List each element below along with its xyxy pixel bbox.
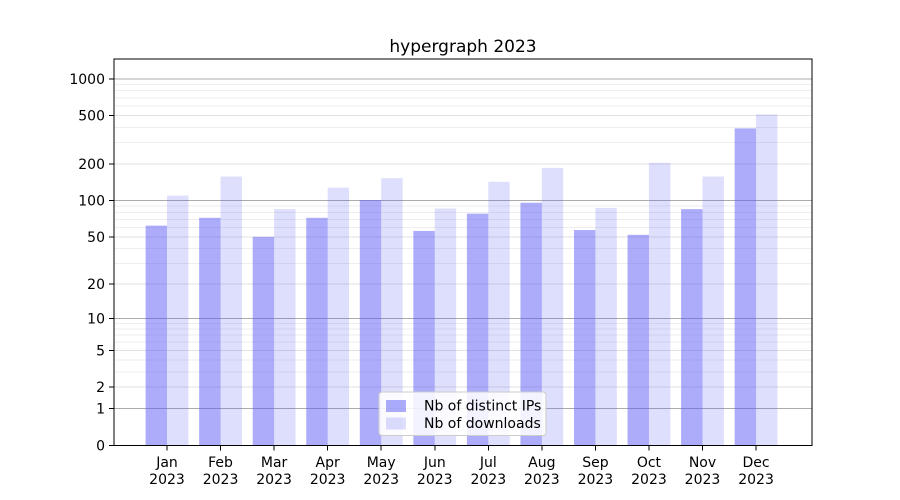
y-tick-label: 1 <box>96 402 105 418</box>
bar-mar-downloads <box>274 209 296 446</box>
bar-jan-distinct-ips <box>145 225 167 446</box>
y-tick-label: 2 <box>96 380 105 396</box>
bar-jun-downloads <box>434 208 457 446</box>
bar-sep-distinct-ips <box>574 230 596 446</box>
x-tick-label-month: Feb <box>208 455 233 471</box>
x-tick-label-month: Jan <box>155 455 178 471</box>
x-tick-label-month: Mar <box>261 455 288 471</box>
bar-mar-distinct-ips <box>252 236 275 446</box>
x-tick-label-month: Apr <box>316 455 340 471</box>
bar-nov-distinct-ips <box>681 209 703 446</box>
x-tick-label-year: 2023 <box>256 472 292 488</box>
plot-area: 01251020501002005001000Jan2023Feb2023Mar… <box>69 58 813 488</box>
y-tick-label: 50 <box>87 230 105 246</box>
x-tick-label-month: May <box>367 455 396 471</box>
y-tick-label: 1000 <box>69 72 105 88</box>
y-tick-label: 100 <box>78 194 105 210</box>
bar-aug-distinct-ips <box>520 202 542 446</box>
x-tick-label-year: 2023 <box>578 472 614 488</box>
x-tick-label-month: Oct <box>637 455 662 471</box>
legend: Nb of distinct IPs Nb of downloads <box>378 391 547 436</box>
x-tick-label-year: 2023 <box>417 472 453 488</box>
x-tick-label-year: 2023 <box>470 472 506 488</box>
x-tick-label-month: Jul <box>479 455 497 471</box>
x-tick-label-month: Jun <box>423 455 446 471</box>
x-tick-label-year: 2023 <box>524 472 560 488</box>
x-tick-label-year: 2023 <box>310 472 346 488</box>
y-tick-label: 500 <box>78 109 105 125</box>
bar-feb-downloads <box>220 176 242 446</box>
y-tick-label: 0 <box>96 439 105 455</box>
bar-oct-distinct-ips <box>627 234 649 446</box>
x-tick-label-year: 2023 <box>203 472 239 488</box>
x-tick-label-month: Aug <box>528 455 555 471</box>
bar-may-downloads <box>381 178 403 446</box>
x-tick-label-year: 2023 <box>738 472 774 488</box>
bar-apr-downloads <box>327 187 350 446</box>
bar-oct-downloads <box>648 162 671 446</box>
bar-jul-distinct-ips <box>466 213 489 446</box>
legend-label-distinct-ips: Nb of distinct IPs <box>424 399 541 415</box>
x-tick-label-year: 2023 <box>363 472 399 488</box>
x-tick-label-year: 2023 <box>685 472 721 488</box>
x-tick-label-year: 2023 <box>631 472 667 488</box>
legend-box <box>378 391 547 436</box>
bar-dec-downloads <box>756 114 778 446</box>
bar-jul-downloads <box>488 181 510 446</box>
x-tick-label-month: Sep <box>582 455 609 471</box>
legend-swatch-distinct-ips <box>386 400 406 412</box>
chart-title: hypergraph 2023 <box>389 37 536 57</box>
y-tick-label: 200 <box>78 157 105 173</box>
x-tick-label-year: 2023 <box>149 472 185 488</box>
bar-dec-distinct-ips <box>734 128 757 446</box>
y-tick-label: 10 <box>87 311 105 327</box>
x-tick-label-month: Dec <box>743 455 770 471</box>
bar-may-distinct-ips <box>359 200 382 446</box>
legend-label-downloads: Nb of downloads <box>424 416 541 432</box>
bar-sep-downloads <box>595 207 617 446</box>
bar-feb-distinct-ips <box>199 217 221 446</box>
y-tick-label: 5 <box>96 343 105 359</box>
bar-apr-distinct-ips <box>306 217 328 446</box>
plot-border <box>113 58 813 446</box>
bar-aug-downloads <box>541 167 564 446</box>
x-tick-label-month: Nov <box>689 455 716 471</box>
bar-jan-downloads <box>167 195 189 446</box>
legend-swatch-downloads <box>386 417 406 430</box>
y-tick-label: 20 <box>87 277 105 293</box>
bar-nov-downloads <box>702 176 724 446</box>
